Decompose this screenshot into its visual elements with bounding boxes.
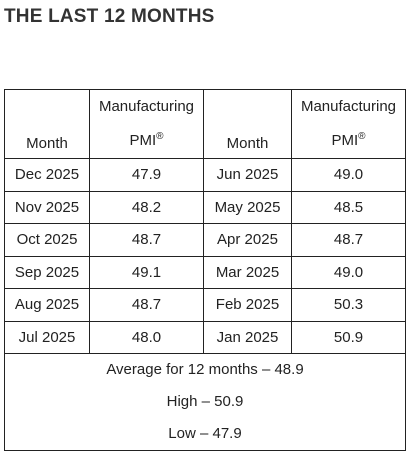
table-cell: Aug 2025	[4, 288, 90, 322]
header-text: PMI	[331, 132, 359, 149]
table-cell: Oct 2025	[4, 223, 90, 257]
title: THE LAST 12 MONTHS	[4, 6, 215, 27]
table-body: Month Manufacturing PMI® Month Manufactu…	[4, 89, 406, 451]
table-cell: Jan 2025	[203, 320, 292, 354]
footer-cell: Average for 12 months – 48.9 High – 50.9 L…	[4, 353, 406, 451]
table-cell: 49.0	[291, 255, 406, 289]
table-cell: Mar 2025	[203, 255, 292, 289]
table-cell: Sep 2025	[4, 255, 90, 289]
table-cell: 47.9	[89, 158, 204, 192]
table-cell: Nov 2025	[4, 190, 90, 224]
footer-line: High – 50.9	[166, 393, 244, 410]
header-line: Manufacturing	[300, 98, 397, 115]
table-cell: 50.3	[291, 288, 406, 322]
header-cell: Month	[4, 89, 90, 159]
header-line: PMI®	[292, 124, 405, 158]
header-cell: Month	[203, 89, 292, 159]
footer-line: Low – 47.9	[168, 425, 242, 442]
table-row: Aug 2025 48.7 Feb 2025 50.3	[4, 288, 406, 322]
table-cell: 49.1	[89, 255, 204, 289]
pmi-table: Month Manufacturing PMI® Month Manufactu…	[4, 89, 406, 451]
table-cell: 48.0	[89, 320, 204, 354]
header-text: PMI	[129, 132, 157, 149]
table-row: Jul 2025 48.0 Jan 2025 50.9	[4, 320, 406, 354]
header-sup: ®	[358, 131, 366, 142]
table-cell: 50.9	[291, 320, 406, 354]
table-cell: Jul 2025	[4, 320, 90, 354]
header-row: Month Manufacturing PMI® Month Manufactu…	[4, 89, 406, 159]
table-cell: 48.7	[89, 223, 204, 257]
table-cell: 48.2	[89, 190, 204, 224]
footer-row: Average for 12 months – 48.9 High – 50.9 L…	[4, 353, 406, 451]
table-row: Nov 2025 48.2 May 2025 48.5	[4, 190, 406, 224]
table-cell: 48.5	[291, 190, 406, 224]
table-cell: Apr 2025	[203, 223, 292, 257]
table-cell: 49.0	[291, 158, 406, 192]
header-cell: Manufacturing PMI®	[291, 89, 406, 159]
table-cell: Dec 2025	[4, 158, 90, 192]
table-cell: 48.7	[291, 223, 406, 257]
table-cell: 48.7	[89, 288, 204, 322]
header-sup: ®	[156, 131, 164, 142]
header-cell: Manufacturing PMI®	[89, 89, 204, 159]
header-line: PMI®	[90, 124, 203, 158]
footer-line: Average for 12 months – 48.9	[106, 361, 304, 378]
table-row: Oct 2025 48.7 Apr 2025 48.7	[4, 223, 406, 257]
header-line: Manufacturing	[98, 98, 195, 115]
table-row: Dec 2025 47.9 Jun 2025 49.0	[4, 158, 406, 192]
table-cell: Feb 2025	[203, 288, 292, 322]
table-row: Sep 2025 49.1 Mar 2025 49.0	[4, 255, 406, 289]
table-cell: Jun 2025	[203, 158, 292, 192]
table-cell: May 2025	[203, 190, 292, 224]
